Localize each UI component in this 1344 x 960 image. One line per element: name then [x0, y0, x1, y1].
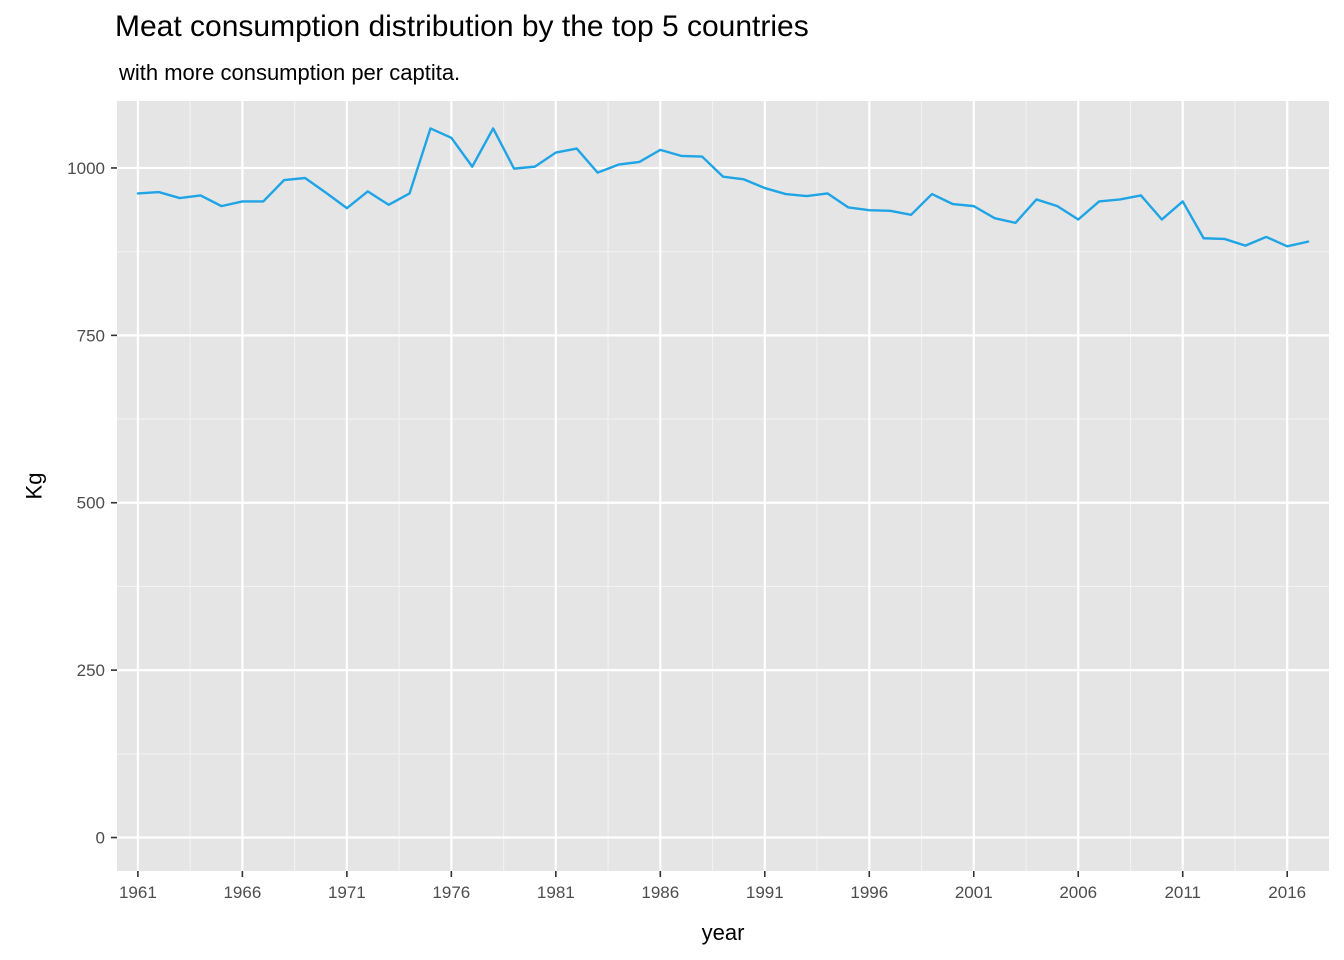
x-tick-label: 1996 [850, 883, 888, 902]
y-tick-label: 500 [77, 494, 105, 513]
x-tick-label: 2011 [1164, 883, 1201, 902]
x-tick-label: 1966 [223, 883, 261, 902]
x-tick-label: 2001 [955, 883, 993, 902]
x-tick-label: 2006 [1059, 883, 1097, 902]
y-tick-label: 1000 [67, 159, 105, 178]
minor-gridlines [117, 101, 1329, 871]
x-tick-label: 1976 [432, 883, 470, 902]
x-tick-label: 1986 [641, 883, 679, 902]
y-axis: 0 250 500 750 1000 [67, 159, 117, 848]
x-tick-label: 1981 [537, 883, 575, 902]
series-group [136, 127, 1310, 248]
chart-title: Meat consumption distribution by the top… [115, 10, 809, 43]
major-gridlines [117, 101, 1329, 871]
x-tick-label: 1961 [119, 883, 157, 902]
x-tick-label: 1991 [746, 883, 784, 902]
x-tick-label: 1971 [328, 883, 366, 902]
series-line [136, 127, 1310, 248]
y-axis-title: Kg [22, 473, 47, 500]
x-axis-title: year [702, 920, 745, 945]
x-tick-label: 2016 [1268, 883, 1306, 902]
y-tick-label: 250 [77, 661, 105, 680]
y-tick-label: 750 [77, 326, 105, 345]
plot-panel [117, 101, 1329, 871]
chart-subtitle: with more consumption per captita. [119, 60, 461, 85]
x-axis: 1961 1966 1971 1976 1981 1986 1991 1996 2001 2006… [119, 871, 1306, 902]
y-tick-label: 0 [96, 829, 105, 848]
